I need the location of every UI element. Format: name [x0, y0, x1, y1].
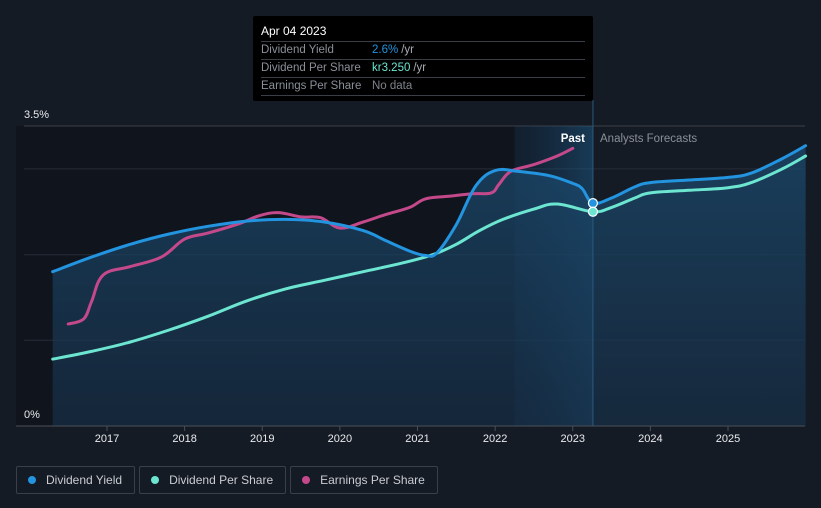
tooltip-value: kr3.250 [372, 62, 411, 74]
x-tick-label: 2018 [172, 433, 196, 445]
tooltip-label: Dividend Per Share [261, 62, 361, 74]
legend-label: Dividend Per Share [169, 473, 274, 487]
legend-label: Earnings Per Share [320, 473, 425, 487]
x-tick-label: 2019 [250, 433, 274, 445]
tooltip-unit: /yr [401, 44, 414, 56]
y-axis-label-max: 3.5% [24, 109, 49, 121]
dividend-per-share-dot-icon [151, 476, 160, 484]
tooltip-row-dividend-yield: Dividend Yield 2.6% /yr [261, 42, 585, 60]
legend-item-dividend-per-share[interactable]: Dividend Per Share [139, 466, 287, 494]
legend: Dividend Yield Dividend Per Share Earnin… [16, 466, 438, 494]
past-label: Past [561, 133, 585, 145]
dividend-yield-marker [587, 198, 599, 209]
dividend-per-share-line [51, 154, 808, 361]
x-tick-label: 2025 [716, 433, 740, 445]
tooltip-label: Dividend Yield [261, 44, 334, 56]
legend-label: Dividend Yield [46, 473, 123, 487]
tooltip-unit: /yr [413, 62, 427, 74]
x-tick-label: 2022 [483, 433, 507, 445]
dividend-per-share-marker [587, 206, 599, 217]
tooltip-value: No data [372, 80, 413, 92]
x-tick-label: 2024 [638, 433, 662, 445]
legend-item-dividend-yield[interactable]: Dividend Yield [16, 466, 136, 494]
tooltip-label: Earnings Per Share [261, 80, 362, 92]
tooltip-row-earnings-per-share: Earnings Per Share No data [261, 78, 585, 96]
x-tick-label: 2021 [405, 433, 429, 445]
x-tick-label: 2020 [328, 433, 352, 445]
y-axis-label-min: 0% [24, 409, 40, 421]
analysts-forecasts-label: Analysts Forecasts [600, 133, 697, 145]
x-tick-label: 2017 [95, 433, 119, 445]
x-tick-label: 2023 [561, 433, 585, 445]
tooltip-date: Apr 04 2023 [261, 23, 585, 42]
dividend-yield-dot-icon [28, 476, 36, 484]
legend-item-earnings-per-share[interactable]: Earnings Per Share [290, 466, 438, 494]
dividend-yield-area [52, 145, 806, 426]
tooltip-value: 2.6% [372, 44, 399, 56]
dividend-yield-line [51, 144, 808, 274]
tooltip: Apr 04 2023 Dividend Yield 2.6% /yr Divi… [253, 16, 593, 101]
earnings-per-share-dot-icon [302, 476, 311, 484]
tooltip-row-dividend-per-share: Dividend Per Share kr3.250 /yr [261, 60, 585, 78]
